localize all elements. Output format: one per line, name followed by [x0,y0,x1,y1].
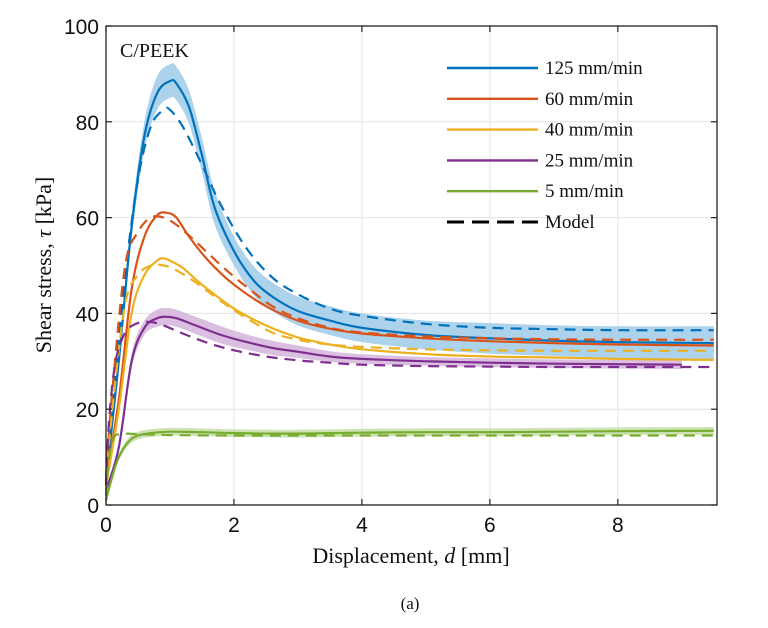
legend-label: 60 mm/min [545,89,634,110]
legend: 125 mm/min 60 mm/min 40 mm/min 25 mm/min 5 m… [447,58,643,233]
y-axis-label: Shear stress, τ [kPa] [31,177,56,354]
series-40-mm-min-model [104,263,714,482]
series-60-mm-min [104,211,714,482]
y-tick-label: 20 [76,399,99,422]
series-25-mm-min-model [104,320,714,486]
x-tick-label: 0 [100,514,112,537]
x-tick-label: 2 [228,514,240,537]
legend-label: 125 mm/min [545,58,643,79]
band-5-mm-min [106,426,714,502]
legend-label: 5 mm/min [545,181,624,202]
legend-label: Model [545,212,595,233]
series-40-mm-min [104,257,714,486]
x-axis-label: Displacement, d [mm] [312,543,509,568]
y-tick-label: 80 [76,112,99,135]
annotation-material: C/PEEK [120,40,189,62]
x-tick-label: 6 [484,514,496,537]
x-tick-label: 8 [612,514,624,537]
y-tick-label: 0 [87,495,99,518]
series-25-mm-min [104,315,682,491]
y-tick-label: 60 [76,208,99,231]
legend-label: 40 mm/min [545,120,634,141]
x-tick-label: 4 [356,514,368,537]
figure-caption: (a) [401,594,420,613]
series-125-mm-min-model [104,106,714,477]
plot-frame [105,25,718,506]
legend-label: 25 mm/min [545,150,634,171]
series-5-mm-min [104,429,714,501]
series-5-mm-min-model [104,432,714,496]
y-tick-label: 40 [76,303,99,326]
grid-lines [106,26,717,505]
series-lines [104,78,714,501]
series-60-mm-min-model [104,215,714,477]
y-tick-label: 100 [64,16,99,39]
